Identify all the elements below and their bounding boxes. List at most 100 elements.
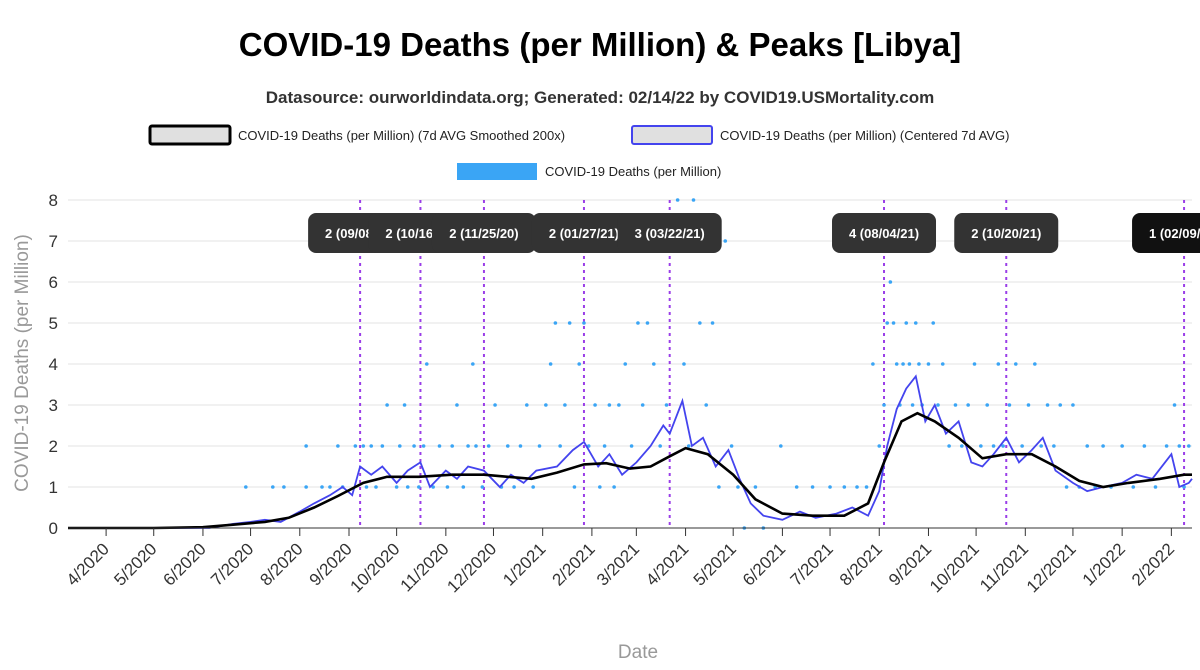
peak-label[interactable]: 3 (03/22/21) <box>617 213 722 253</box>
daily-point <box>531 485 535 489</box>
daily-point <box>612 485 616 489</box>
daily-point <box>877 444 882 448</box>
x-tick-label: 6/2020 <box>160 539 210 589</box>
daily-point <box>686 444 691 448</box>
daily-point <box>402 403 407 407</box>
legend-swatch-smoothed <box>148 124 232 146</box>
peak-label-box <box>617 213 722 253</box>
daily-point <box>691 198 696 202</box>
daily-point <box>558 444 562 448</box>
daily-point <box>907 362 912 366</box>
daily-point <box>966 403 970 407</box>
daily-point <box>1020 444 1024 448</box>
peak-label-box <box>431 213 536 253</box>
daily-point <box>537 444 542 448</box>
daily-point <box>729 444 734 448</box>
daily-point <box>369 444 374 448</box>
daily-point <box>1101 444 1105 448</box>
daily-point <box>607 403 612 407</box>
peak-label[interactable]: 2 (11/25/20) <box>431 213 536 253</box>
daily-point <box>353 444 358 448</box>
daily-point <box>471 362 475 366</box>
daily-point <box>1142 444 1147 448</box>
daily-point <box>1064 485 1069 489</box>
daily-point <box>412 444 416 448</box>
daily-point <box>1164 444 1169 448</box>
peak-label[interactable]: 2 (10/20/21) <box>954 213 1059 253</box>
legend-item-daily[interactable]: COVID-19 Deaths (per Million) <box>457 163 721 180</box>
daily-point <box>640 403 645 407</box>
daily-point <box>1058 403 1063 407</box>
y-axis-title: COVID-19 Deaths (per Million) <box>12 234 33 492</box>
y-axis-ticks: 0 1 2 3 4 5 6 7 8 <box>49 191 58 538</box>
daily-point <box>810 485 815 489</box>
x-tick-label: 10/2021 <box>926 539 983 596</box>
daily-point <box>645 321 650 325</box>
daily-point <box>304 485 308 489</box>
x-axis-title: Date <box>618 642 658 663</box>
peak-labels: 2 (09/08/20)2 (10/16/20)2 (11/25/20) 2 (0… <box>308 213 1200 253</box>
daily-point <box>244 485 248 489</box>
peak-label[interactable]: 4 (08/04/21) <box>832 213 937 253</box>
peak-label[interactable]: 2 (01/27/21) <box>531 213 636 253</box>
daily-point <box>480 485 485 489</box>
daily-point <box>437 444 442 448</box>
x-tick-label: 7/2021 <box>787 539 837 589</box>
x-tick-label: 8/2021 <box>836 539 886 589</box>
smoothed-avg-line <box>68 411 1192 530</box>
daily-point <box>947 444 951 448</box>
daily-point <box>553 321 558 325</box>
peak-label-text: 2 (11/25/20) <box>449 226 518 241</box>
daily-point <box>1153 485 1158 489</box>
daily-point <box>910 403 915 407</box>
daily-point <box>794 485 799 489</box>
daily-point <box>486 444 491 448</box>
daily-point <box>512 485 516 489</box>
daily-point <box>445 485 450 489</box>
x-tick-label: 6/2021 <box>739 539 789 589</box>
legend: COVID-19 Deaths (per Million) (7d AVG Sm… <box>148 124 1009 180</box>
daily-point <box>675 198 680 202</box>
daily-point <box>505 444 510 448</box>
daily-point <box>424 362 429 366</box>
daily-point <box>842 485 847 489</box>
y-tick-label: 3 <box>49 396 58 415</box>
peak-label[interactable]: 1 (02/09/22) <box>1132 213 1200 253</box>
daily-point <box>374 485 378 489</box>
daily-point <box>421 444 426 448</box>
x-tick-label: 2/2021 <box>549 539 599 589</box>
daily-point <box>636 321 640 325</box>
x-tick-label: 5/2020 <box>110 539 160 589</box>
y-tick-label: 4 <box>49 355 58 374</box>
daily-point <box>664 403 669 407</box>
legend-label-centered: COVID-19 Deaths (per Million) (Centered … <box>720 128 1009 143</box>
daily-point <box>894 362 899 366</box>
daily-point <box>1001 444 1005 448</box>
daily-point <box>623 362 628 366</box>
daily-point <box>779 444 783 448</box>
daily-point <box>682 362 686 366</box>
x-tick-label: 7/2020 <box>207 539 257 589</box>
daily-point <box>563 403 567 407</box>
peak-label-text: 2 (01/27/21) <box>549 226 619 241</box>
daily-point <box>710 321 715 325</box>
peak-label-text: 4 (08/04/21) <box>849 226 919 241</box>
daily-point <box>455 403 459 407</box>
daily-point <box>753 485 758 489</box>
daily-point <box>1007 403 1012 407</box>
centered-avg-line <box>68 374 1193 529</box>
daily-point <box>398 444 402 448</box>
legend-item-centered[interactable]: COVID-19 Deaths (per Million) (Centered … <box>631 125 1009 145</box>
daily-point <box>855 485 859 489</box>
daily-point <box>394 485 399 489</box>
daily-point <box>723 239 728 243</box>
daily-point <box>518 444 523 448</box>
daily-point <box>1026 403 1031 407</box>
daily-point <box>904 321 909 325</box>
daily-point <box>450 444 454 448</box>
daily-points <box>244 198 1191 530</box>
daily-point <box>698 321 702 325</box>
legend-item-smoothed[interactable]: COVID-19 Deaths (per Million) (7d AVG Sm… <box>148 124 565 146</box>
